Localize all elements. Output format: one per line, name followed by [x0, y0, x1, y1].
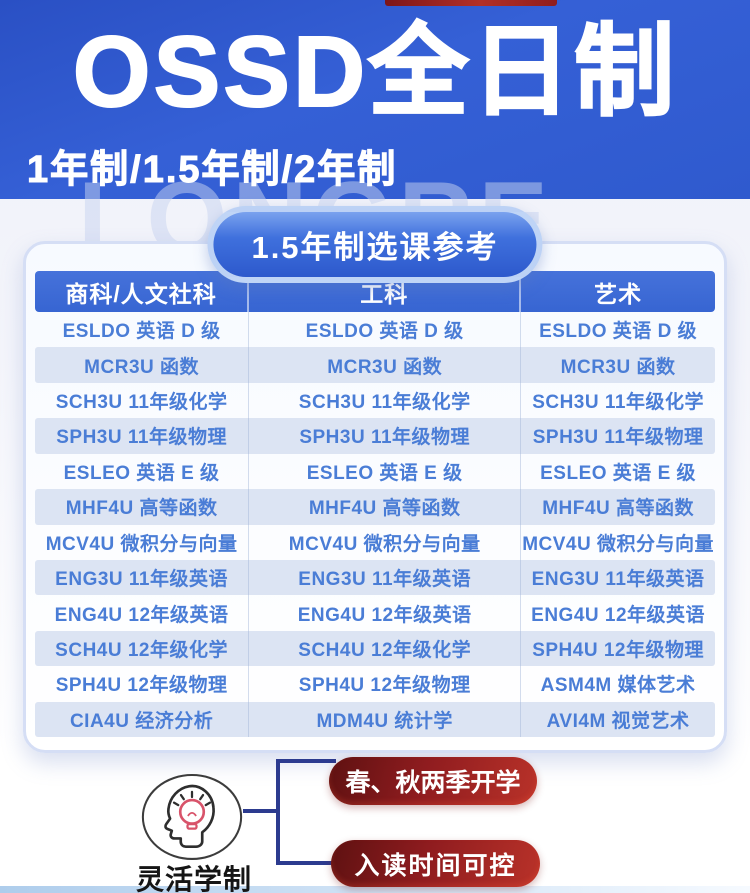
- course-cell: MCV4U 微积分与向量: [522, 533, 714, 555]
- course-cell: ESLEO 英语 E 级: [35, 453, 250, 490]
- table-row: SPH3U 11年级物理 SPH3U 11年级物理 SPH3U 11年级物理: [35, 418, 715, 454]
- course-cell: ASM4M 媒体艺术: [540, 675, 696, 697]
- course-cell: MCV4U 微积分与向量: [249, 524, 522, 560]
- top-red-strip: [385, 0, 557, 6]
- course-cell: SPH4U 12年级物理: [532, 640, 704, 661]
- footer-point-semesters: 春、秋两季开学: [329, 757, 537, 805]
- connector-line-top: [276, 759, 336, 763]
- course-cell: ESLDO 英语 D 级: [539, 321, 698, 343]
- poster-title: OSSD全日制: [72, 16, 678, 128]
- table-row: SCH3U 11年级化学 SCH3U 11年级化学 SCH3U 11年级化学: [35, 382, 715, 419]
- course-cell: SPH4U 12年级物理: [35, 666, 250, 702]
- course-cell: ENG3U 11年级英语: [531, 569, 705, 591]
- bottom-accent-strip: [0, 886, 750, 893]
- connector-line-vertical: [276, 759, 280, 865]
- table-row: MCR3U 函数 MCR3U 函数 MCR3U 函数: [35, 347, 715, 383]
- course-cell: CIA4U 经济分析: [35, 701, 250, 738]
- course-cell: SPH4U 12年级物理: [249, 666, 522, 702]
- table-row: ESLEO 英语 E 级 ESLEO 英语 E 级 ESLEO 英语 E 级: [35, 453, 715, 490]
- column-header-engineering: 工科: [249, 271, 522, 312]
- course-cell: MCV4U 微积分与向量: [35, 524, 250, 560]
- table-row: ENG3U 11年级英语 ENG3U 11年级英语 ENG3U 11年级英语: [35, 559, 715, 596]
- table-row: MHF4U 高等函数 MHF4U 高等函数 MHF4U 高等函数: [35, 489, 715, 525]
- course-cell: MDM4U 统计学: [249, 701, 522, 738]
- table-row: SPH4U 12年级物理 SPH4U 12年级物理 ASM4M 媒体艺术: [35, 666, 715, 702]
- poster-subtitle: 1年制/1.5年制/2年制: [26, 149, 398, 192]
- course-cell: AVI4M 视觉艺术: [546, 710, 690, 732]
- course-cell: SCH4U 12年级化学: [249, 630, 522, 667]
- course-cell: ESLEO 英语 E 级: [540, 462, 697, 484]
- course-cell: ENG3U 11年级英语: [249, 559, 522, 596]
- course-cell: SPH3U 11年级物理: [532, 427, 704, 449]
- table-row: CIA4U 经济分析 MDM4U 统计学 AVI4M 视觉艺术: [35, 701, 715, 738]
- section-badge: 1.5年制选课参考: [207, 206, 543, 283]
- course-cell: ESLDO 英语 D 级: [249, 312, 522, 348]
- course-cell: SCH4U 12年级化学: [35, 630, 250, 667]
- table-row: MCV4U 微积分与向量 MCV4U 微积分与向量 MCV4U 微积分与向量: [35, 524, 715, 560]
- course-cell: ENG4U 12年级英语: [35, 595, 250, 631]
- column-header-arts: 艺术: [594, 280, 643, 307]
- table-row: ESLDO 英语 D 级 ESLDO 英语 D 级 ESLDO 英语 D 级: [35, 312, 715, 348]
- course-cell: ENG4U 12年级英语: [249, 595, 522, 631]
- course-table-card: 商科/人文社科 工科 艺术 ESLDO 英语 D 级 ESLDO 英语 D 级 …: [23, 241, 727, 753]
- table-body: ESLDO 英语 D 级 ESLDO 英语 D 级 ESLDO 英语 D 级 M…: [35, 312, 715, 738]
- footer-point-enrollment: 入读时间可控: [331, 840, 540, 887]
- course-cell: ESLDO 英语 D 级: [35, 312, 250, 348]
- course-cell: SCH3U 11年级化学: [35, 382, 250, 419]
- head-lightbulb-icon: [140, 774, 244, 862]
- course-cell: MHF4U 高等函数: [249, 489, 522, 525]
- flexible-schedule-label: 灵活学制: [135, 864, 252, 893]
- column-header-business: 商科/人文社科: [35, 271, 250, 312]
- course-cell: MHF4U 高等函数: [542, 498, 694, 520]
- table-row: SCH4U 12年级化学 SCH4U 12年级化学 SPH4U 12年级物理: [35, 630, 715, 667]
- course-cell: MCR3U 函数: [249, 347, 522, 383]
- course-cell: SCH3U 11年级化学: [249, 382, 522, 419]
- course-cell: MCR3U 函数: [560, 356, 676, 378]
- connector-line-bottom: [276, 861, 338, 865]
- course-cell: MHF4U 高等函数: [35, 489, 250, 525]
- course-cell: MCR3U 函数: [35, 347, 250, 383]
- course-cell: SPH3U 11年级物理: [35, 418, 250, 454]
- course-cell: ENG4U 12年级英语: [531, 604, 706, 626]
- course-cell: SCH3U 11年级化学: [532, 392, 704, 414]
- hero-banner: OSSD全日制 1年制/1.5年制/2年制: [0, 0, 750, 199]
- course-cell: ENG3U 11年级英语: [35, 559, 250, 596]
- course-cell: SPH3U 11年级物理: [249, 418, 522, 454]
- course-cell: ESLEO 英语 E 级: [249, 453, 522, 490]
- connector-line-icon: [243, 809, 279, 813]
- table-row: ENG4U 12年级英语 ENG4U 12年级英语 ENG4U 12年级英语: [35, 595, 715, 631]
